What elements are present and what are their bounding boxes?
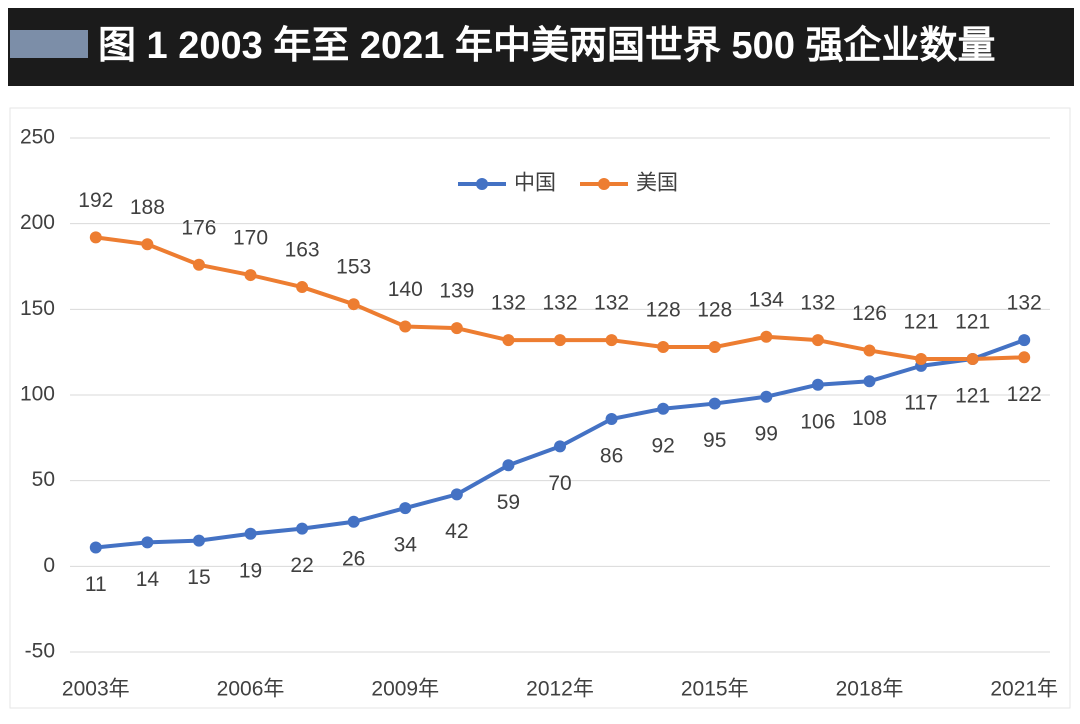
- point: [554, 334, 566, 347]
- point: [708, 397, 721, 410]
- value-label: 121: [904, 311, 939, 334]
- y-tick-label: -50: [25, 640, 55, 663]
- value-label: 192: [78, 189, 113, 212]
- point: [89, 541, 102, 554]
- point: [811, 378, 824, 391]
- value-label: 95: [703, 429, 726, 452]
- point: [915, 353, 928, 366]
- value-label: 59: [497, 491, 520, 514]
- value-label: 122: [1007, 383, 1042, 406]
- value-label: 86: [600, 445, 623, 468]
- point: [708, 341, 721, 354]
- x-tick-label: 2009年: [371, 678, 439, 701]
- point: [605, 412, 618, 425]
- value-label: 132: [800, 292, 835, 315]
- y-tick-label: 150: [20, 297, 55, 320]
- point: [141, 536, 154, 549]
- value-label: 26: [342, 547, 365, 570]
- point: [192, 534, 205, 547]
- legend-label: 中国: [514, 172, 556, 195]
- chart-title: 图 1 2003 年至 2021 年中美两国世界 500 强企业数量: [98, 24, 996, 67]
- value-label: 117: [904, 391, 937, 414]
- point: [347, 298, 360, 311]
- point: [296, 522, 309, 535]
- point: [192, 258, 205, 271]
- point: [399, 502, 412, 515]
- point: [450, 322, 463, 335]
- legend-marker: [598, 178, 610, 190]
- value-label: 132: [1007, 292, 1042, 315]
- point: [760, 390, 773, 403]
- legend-label: 美国: [636, 172, 678, 195]
- value-label: 106: [800, 410, 835, 433]
- point: [1018, 351, 1031, 364]
- value-label: 108: [852, 407, 887, 430]
- value-label: 70: [548, 472, 571, 495]
- y-tick-label: 200: [20, 211, 55, 234]
- chart-frame: [9, 107, 1071, 709]
- value-label: 176: [181, 216, 216, 239]
- value-label: 34: [394, 534, 418, 557]
- point: [966, 353, 979, 366]
- value-label: 128: [697, 299, 732, 322]
- value-label: 22: [290, 554, 313, 577]
- value-label: 15: [187, 566, 210, 589]
- point: [399, 320, 412, 333]
- value-label: 163: [285, 239, 320, 262]
- point: [657, 341, 670, 354]
- value-label: 128: [646, 299, 681, 322]
- value-label: 140: [388, 278, 423, 301]
- value-label: 126: [852, 302, 887, 325]
- point: [605, 334, 618, 347]
- value-label: 14: [136, 568, 160, 591]
- x-tick-label: 2012年: [526, 678, 594, 701]
- y-tick-label: 50: [32, 468, 55, 491]
- title-bar: [8, 8, 1074, 86]
- value-label: 11: [85, 573, 107, 596]
- value-label: 121: [955, 311, 990, 334]
- value-label: 92: [651, 434, 674, 457]
- point: [502, 459, 515, 472]
- value-label: 132: [594, 292, 629, 315]
- point: [347, 515, 360, 528]
- value-label: 188: [130, 196, 165, 219]
- value-label: 99: [755, 422, 778, 445]
- x-tick-label: 2015年: [681, 678, 749, 701]
- x-tick-label: 2021年: [990, 678, 1058, 701]
- point: [89, 231, 102, 244]
- x-tick-label: 2003年: [62, 678, 130, 701]
- point: [244, 527, 257, 540]
- value-label: 42: [445, 520, 468, 543]
- title-accent: [10, 30, 88, 58]
- value-label: 132: [542, 292, 577, 315]
- x-tick-label: 2006年: [217, 678, 285, 701]
- y-tick-label: 250: [20, 126, 55, 149]
- point: [296, 281, 309, 294]
- point: [1018, 334, 1031, 347]
- point: [657, 402, 670, 415]
- value-label: 121: [955, 385, 990, 408]
- point: [554, 440, 566, 453]
- value-label: 139: [439, 280, 474, 303]
- x-tick-label: 2018年: [836, 678, 904, 701]
- point: [244, 269, 257, 282]
- value-label: 170: [233, 227, 268, 250]
- value-label: 19: [239, 559, 262, 582]
- point: [141, 238, 154, 251]
- point: [863, 375, 876, 388]
- y-tick-label: 0: [43, 554, 55, 577]
- y-tick-label: 100: [20, 383, 55, 406]
- point: [450, 488, 463, 501]
- point: [760, 330, 773, 343]
- legend-marker: [476, 178, 488, 190]
- value-label: 132: [491, 292, 526, 315]
- point: [811, 334, 824, 347]
- value-label: 153: [336, 256, 371, 279]
- point: [502, 334, 515, 347]
- point: [863, 344, 876, 357]
- value-label: 134: [749, 288, 784, 311]
